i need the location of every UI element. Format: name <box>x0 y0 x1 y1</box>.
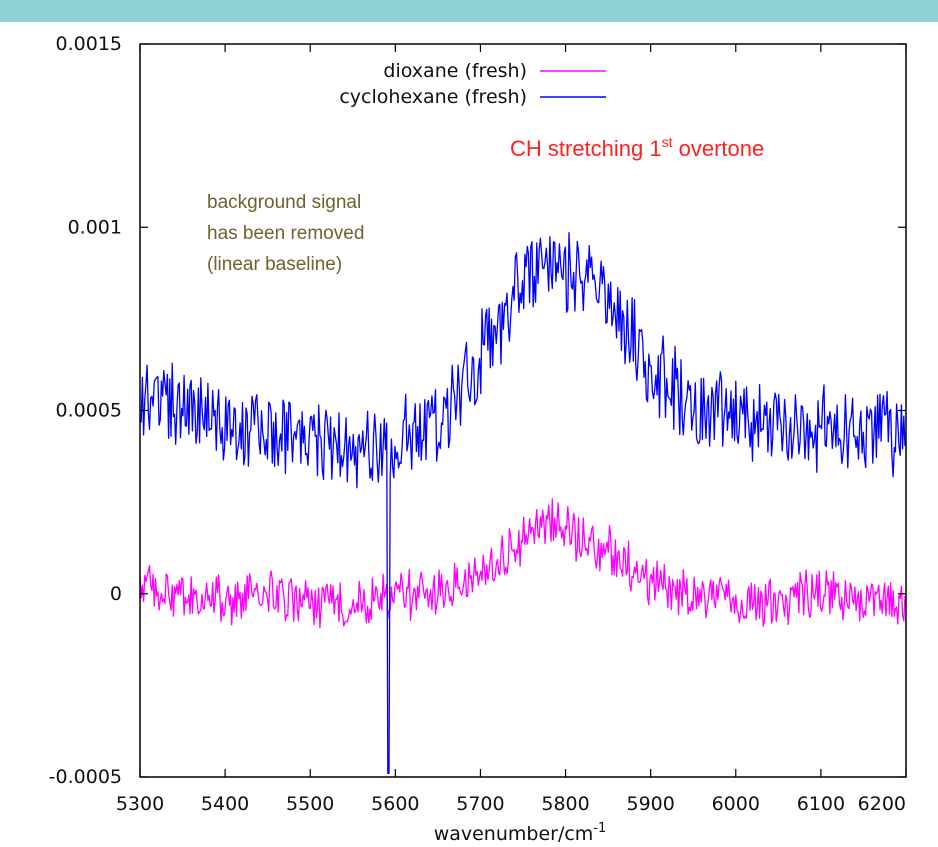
x-tick-label: 5900 <box>626 793 674 815</box>
legend-label-cyclohexane: cyclohexane (fresh) <box>339 86 527 108</box>
legend: dioxane (fresh) cyclohexane (fresh) <box>339 60 606 108</box>
annotation-overtone-tail: overtone <box>673 136 765 161</box>
annotation-overtone-sup: st <box>662 134 673 150</box>
y-tick-label: 0.0005 <box>56 400 122 422</box>
legend-label-dioxane: dioxane (fresh) <box>383 60 527 82</box>
x-tick-label: 6200 <box>858 793 906 815</box>
x-tick-label: 5400 <box>201 793 249 815</box>
annotation-background-line-2: has been removed <box>207 223 364 244</box>
y-tick-label: 0 <box>110 583 122 605</box>
ticks-layer: 5300 5400 5500 5600 5700 5800 5900 6000 6100 6200… <box>49 33 907 815</box>
x-tick-label: 5300 <box>116 793 164 815</box>
annotation-overtone: CH stretching 1st overtone <box>510 134 764 161</box>
x-tick-label: 6100 <box>797 793 845 815</box>
x-tick-label: 5700 <box>456 793 504 815</box>
series-line-cyclohexane <box>139 231 906 774</box>
annotation-overtone-base: CH stretching 1 <box>510 136 662 161</box>
series-line-dioxane <box>139 498 906 629</box>
y-tick-label: 0.0015 <box>56 33 122 55</box>
x-tick-label: 6000 <box>712 793 760 815</box>
x-axis-label-base: wavenumber/cm <box>434 823 594 845</box>
x-tick-label: 5600 <box>371 793 419 815</box>
x-tick-label: 5800 <box>541 793 589 815</box>
series-layer <box>139 231 906 774</box>
y-tick-label: -0.0005 <box>49 766 122 788</box>
x-axis-label-sup: -1 <box>593 821 606 836</box>
x-tick-label: 5500 <box>286 793 334 815</box>
x-axis-label: wavenumber/cm-1 <box>434 821 607 845</box>
annotation-background-line-3: (linear baseline) <box>207 254 342 275</box>
top-accent-bar <box>0 0 938 22</box>
y-tick-label: 0.001 <box>68 216 122 238</box>
annotation-background-line-1: background signal <box>207 192 361 213</box>
